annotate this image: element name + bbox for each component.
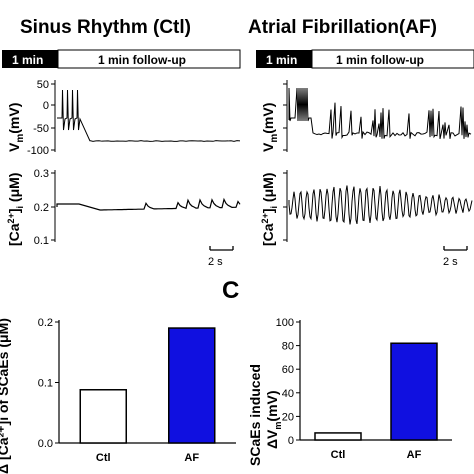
protocol-label-1min: 1 min (266, 53, 297, 67)
x-category-label: AF (407, 449, 422, 461)
y-tick-label: 60 (282, 364, 294, 376)
protocol-bar-af: 1 min 1 min follow-up (256, 49, 474, 69)
title-sinus-rhythm: Sinus Rhythm (Ctl) (20, 17, 191, 38)
protocol-segment-followup (57, 49, 241, 69)
vm-axis-af (283, 80, 288, 152)
ca-axis-ctl: 0.3 0.2 0.1 (34, 168, 56, 247)
protocol-label-1min: 1 min (12, 53, 43, 67)
bar-af (390, 342, 438, 441)
vm-tick-minus100: -100 (27, 145, 49, 157)
protocol-label-followup: 1 min follow-up (336, 53, 424, 67)
protocol-segment-followup (311, 49, 474, 69)
scale-bar-ctl: 2 s (208, 246, 234, 268)
protocol-segment-stim (256, 50, 312, 68)
ca-ylabel-af: [Ca2+]i (μM) (260, 173, 279, 246)
protocol-label-followup: 1 min follow-up (98, 53, 186, 67)
chart-b-ylabel-text: Δ [Ca²⁺]i of SCaEs (μM) (0, 318, 11, 474)
y-tick-label: 20 (282, 411, 294, 423)
y-tick-label: 80 (282, 341, 294, 353)
vm-tick-minus50: -50 (33, 123, 49, 135)
panel-label-c: C (222, 277, 239, 304)
scale-bar-label: 2 s (208, 256, 223, 268)
chart-c-ylabel-line2: ΔVm(mV) (264, 390, 283, 449)
bar-chart-delta-ca: 0.0 0.1 0.2 Ctl AF (38, 317, 236, 464)
ca-trace-ctl (56, 197, 241, 211)
ca-ylabel-ctl: [Ca2+]i (μM) (6, 173, 25, 246)
protocol-bar-ctl: 1 min 1 min follow-up (2, 49, 241, 69)
x-category-label: AF (184, 452, 199, 464)
vm-trace-af (288, 87, 472, 140)
ca-tick-0.1: 0.1 (34, 235, 49, 247)
x-category-label: Ctl (96, 452, 111, 464)
title-atrial-fibrillation: Atrial Fibrillation(AF) (248, 17, 437, 38)
bar-chart-delta-vm: 0 20 40 60 80 100 Ctl AF (276, 317, 452, 461)
vm-ylabel-ctl: Vm(mV) (6, 103, 26, 152)
scale-bar-label: 2 s (443, 256, 458, 268)
chart-b-ylabel: Δ [Ca²⁺]i of SCaEs (μM) (0, 318, 11, 474)
ca-tick-0.3: 0.3 (34, 168, 49, 180)
x-category-label: Ctl (331, 449, 346, 461)
protocol-segment-stim (2, 50, 58, 68)
y-tick-label: 0 (288, 435, 294, 447)
chart-c-ylabel-line1: SCaEs induced (247, 364, 263, 466)
y-tick-label: 0.2 (38, 317, 53, 329)
ca-axis-af (283, 170, 288, 242)
y-tick-label: 0.1 (38, 378, 53, 390)
vm-tick-0: 0 (43, 100, 49, 112)
y-tick-label: 0.0 (38, 438, 53, 450)
ca-tick-0.2: 0.2 (34, 202, 49, 214)
ca-trace-af (288, 185, 473, 225)
y-tick-label: 100 (276, 317, 294, 329)
bar-ctl (314, 432, 362, 441)
bar-af (168, 327, 216, 444)
vm-ylabel-af: Vm(mV) (260, 103, 280, 152)
scale-bar-af: 2 s (443, 246, 468, 268)
y-tick-label: 40 (282, 388, 294, 400)
vm-tick-50: 50 (37, 79, 49, 91)
bar-ctl (79, 389, 127, 444)
vm-trace-ctl (57, 89, 241, 142)
vm-axis-ctl: 50 0 -50 -100 (27, 79, 56, 157)
